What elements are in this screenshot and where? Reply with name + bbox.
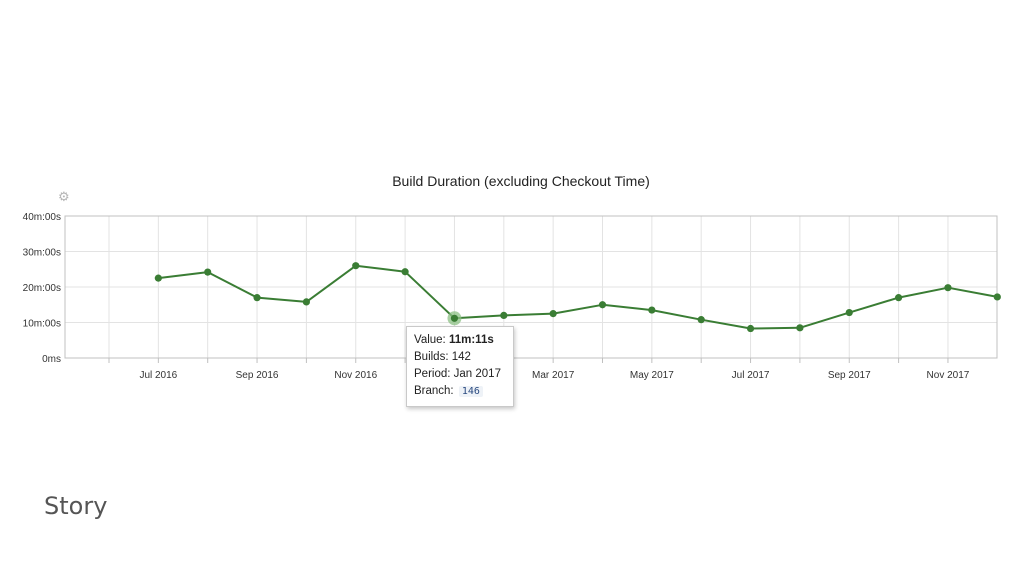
data-point <box>154 274 162 282</box>
tooltip-period-label: Period: <box>414 368 451 380</box>
tooltip-builds-label: Builds: <box>414 351 449 363</box>
tooltip-value: 11m:11s <box>448 334 494 346</box>
x-tick-label: Sep 2017 <box>828 370 871 381</box>
x-tick-label: Nov 2016 <box>334 370 377 381</box>
point-tooltip: Value: 11m:11s Builds: 142 Period: Jan 2… <box>406 326 514 407</box>
series-line-layer <box>154 262 1001 333</box>
data-point <box>993 293 1001 301</box>
y-tick-label: 30m:00s <box>23 248 61 259</box>
gear-icon[interactable]: ⚙ <box>58 190 70 205</box>
story-heading: Story <box>44 492 108 520</box>
tooltip-builds: 142 <box>451 351 471 363</box>
data-point <box>796 324 804 332</box>
data-point <box>895 294 903 302</box>
data-point <box>450 314 459 322</box>
data-point <box>598 301 607 309</box>
x-tick-label: May 2017 <box>630 370 674 381</box>
tooltip-period: Jan 2017 <box>453 368 501 380</box>
x-tick-label: Jul 2017 <box>732 370 770 381</box>
plot-frame <box>64 215 998 359</box>
y-tick-label: 10m:00s <box>23 319 61 330</box>
grid <box>65 215 997 359</box>
data-point <box>944 284 952 292</box>
data-point <box>204 268 212 276</box>
y-tick-label: 20m:00s <box>23 283 61 294</box>
data-point <box>352 262 360 270</box>
x-tick-label: Jul 2016 <box>139 370 177 381</box>
tooltip-value-label: Value: <box>414 334 446 346</box>
data-point <box>648 306 656 314</box>
x-tick-label: Nov 2017 <box>927 370 970 381</box>
data-point <box>697 316 705 324</box>
tooltip-branch[interactable]: 146 <box>458 386 483 397</box>
data-point <box>401 268 409 276</box>
data-point <box>845 308 853 317</box>
y-tick-label: 0ms <box>42 354 61 365</box>
data-point <box>253 294 261 302</box>
x-tick-label: Mar 2017 <box>532 370 575 381</box>
chart-title: Build Duration (excluding Checkout Time) <box>392 173 650 189</box>
data-point <box>302 298 310 306</box>
tooltip-branch-label: Branch: <box>414 385 454 397</box>
series-line <box>158 264 998 330</box>
x-tick-label: Sep 2016 <box>236 370 279 381</box>
data-point <box>746 324 755 333</box>
y-tick-label: 40m:00s <box>23 212 61 223</box>
data-point <box>500 311 508 319</box>
data-point <box>549 310 557 318</box>
